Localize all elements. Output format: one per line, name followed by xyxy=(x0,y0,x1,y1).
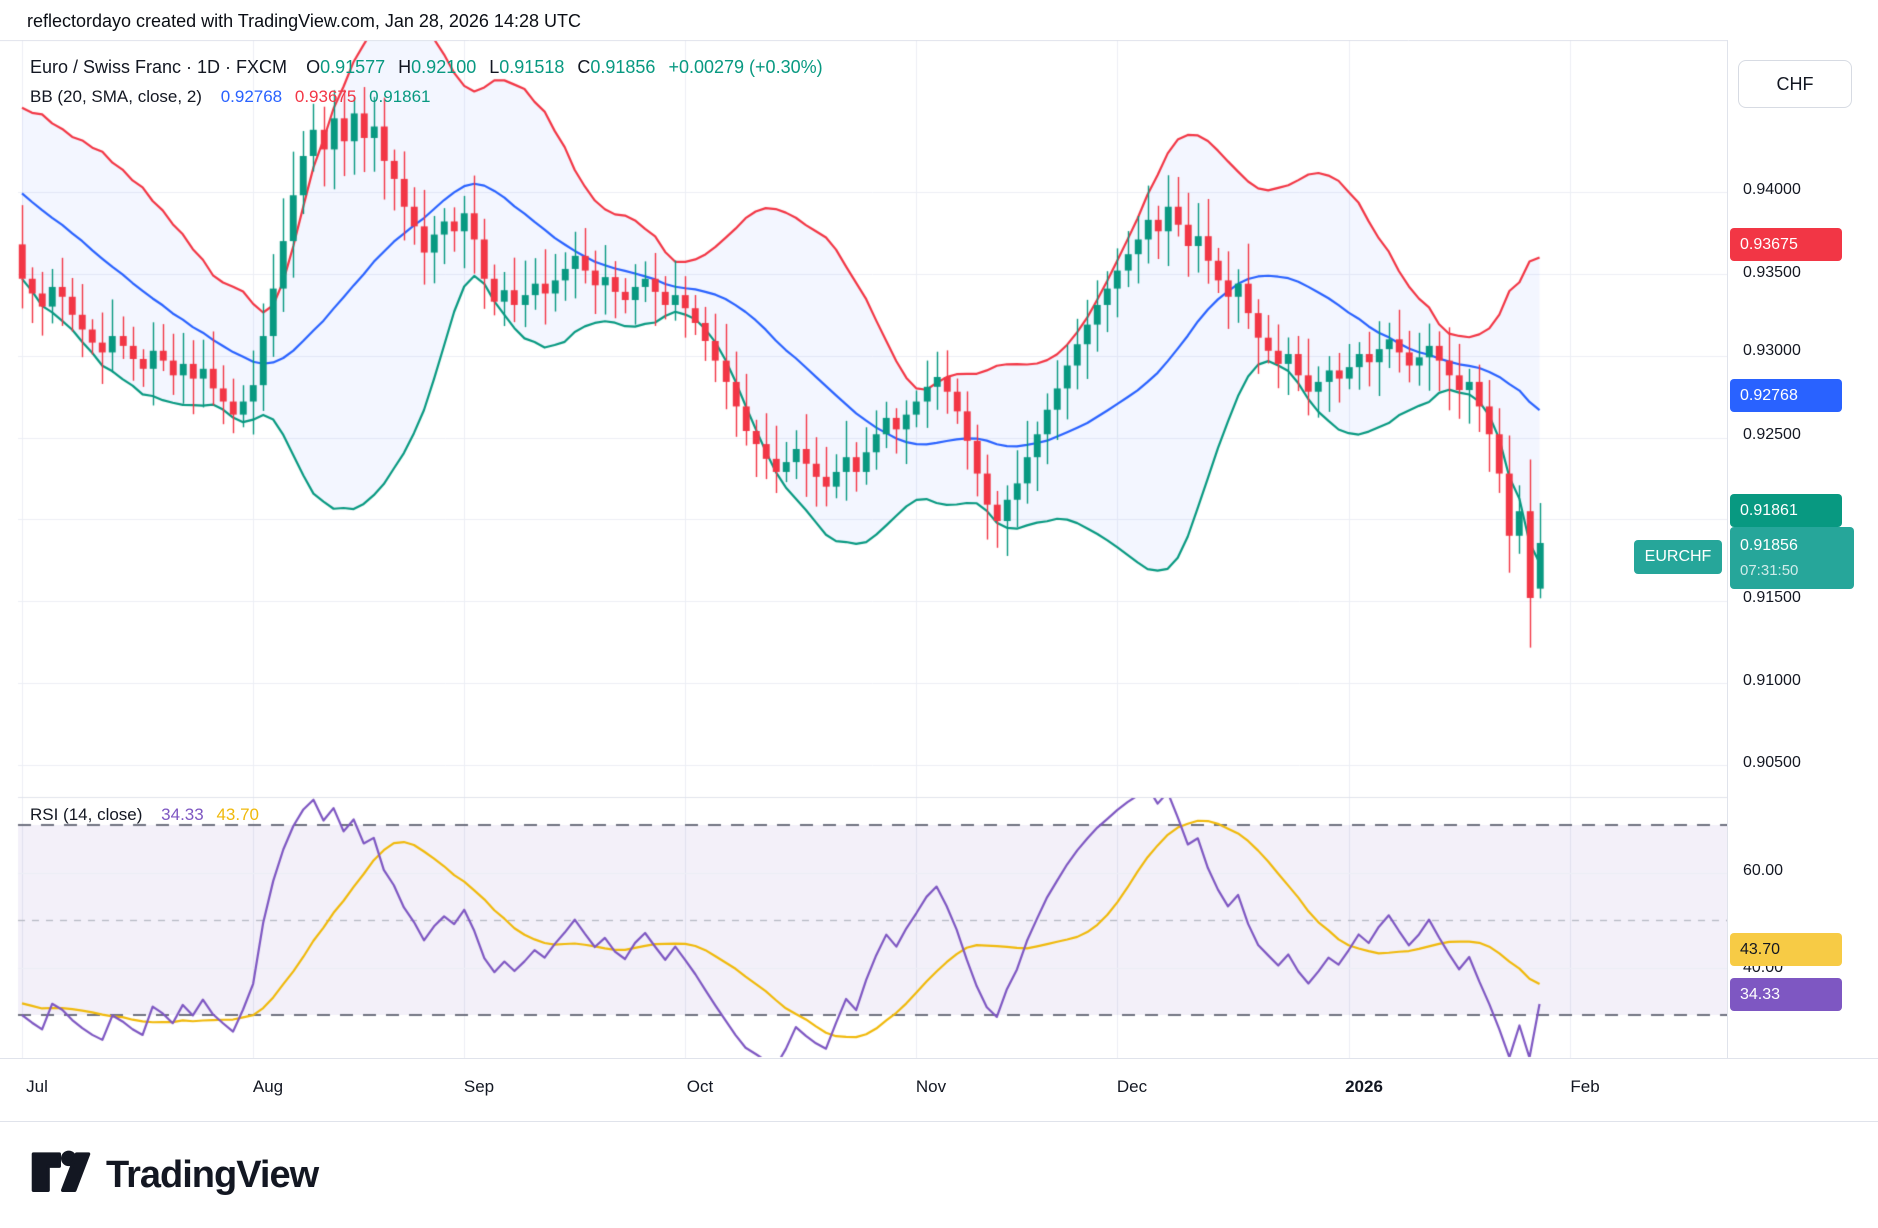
bb-label: BB (20, SMA, close, 2) xyxy=(30,87,202,106)
axis-tick-label: 60.00 xyxy=(1743,862,1784,879)
time-axis[interactable]: Jul Aug Sep Oct Nov Dec 2026 Feb xyxy=(0,1058,1878,1122)
rsi-axis-badge: 34.33 xyxy=(1730,978,1842,1011)
currency-toggle-button[interactable]: CHF xyxy=(1738,60,1852,108)
time-axis-label: Oct xyxy=(686,1077,714,1096)
header-credit: reflectordayo created with TradingView.c… xyxy=(27,11,581,31)
ohlc-close-label: C xyxy=(577,57,591,77)
rsi-label: RSI (14, close) xyxy=(30,805,143,824)
ohlc-change: +0.00279 (+0.30%) xyxy=(668,57,823,77)
time-axis-label: Sep xyxy=(463,1077,495,1096)
tradingview-logo[interactable]: TradingView xyxy=(30,1147,319,1204)
ohlc-open-value: 0.91577 xyxy=(320,57,386,77)
axis-tick-label: 0.94000 xyxy=(1743,181,1801,198)
time-axis-label: Feb xyxy=(1570,1077,1600,1096)
price-axis[interactable]: 0.94000 0.93500 0.93000 0.92500 0.91500 0.910… xyxy=(1727,40,1878,1120)
tradingview-logo-icon xyxy=(30,1147,92,1204)
bar-close-countdown: 07:31:50 xyxy=(1740,562,1799,579)
ohlc-low-value: 0.91518 xyxy=(499,57,565,77)
ticker-price-tag: EURCHF xyxy=(1634,540,1722,574)
time-axis-label: Nov xyxy=(915,1077,947,1096)
ohlc-low-label: L xyxy=(489,57,500,77)
axis-tick-label: 0.93500 xyxy=(1743,264,1801,281)
time-axis-label: 2026 xyxy=(1345,1077,1383,1096)
bb-upper-value: 0.93675 xyxy=(294,87,357,106)
bb-lower-axis-badge: 0.91861 xyxy=(1730,494,1842,527)
ohlc-high-label: H xyxy=(398,57,412,77)
tradingview-logo-text: TradingView xyxy=(106,1154,319,1196)
bb-basis-axis-badge: 0.92768 xyxy=(1730,379,1842,412)
currency-label: CHF xyxy=(1776,73,1814,94)
time-axis-label: Jul xyxy=(26,1077,48,1096)
last-price-axis-badge: 0.91856 07:31:50 xyxy=(1730,527,1854,589)
axis-tick-label: 0.93000 xyxy=(1743,342,1801,359)
axis-tick-label: 0.91000 xyxy=(1743,672,1801,689)
last-price-value: 0.91856 xyxy=(1740,537,1798,554)
symbol-legend[interactable]: Euro / Swiss Franc · 1D · FXCM O0.91577 … xyxy=(30,57,823,78)
time-axis-label: Dec xyxy=(1116,1077,1148,1096)
ohlc-close-value: 0.91856 xyxy=(590,57,656,77)
symbol-title: Euro / Swiss Franc · 1D · FXCM xyxy=(30,57,288,77)
bb-upper-axis-badge: 0.93675 xyxy=(1730,228,1842,261)
bb-lower-value: 0.91861 xyxy=(369,87,431,106)
axis-tick-label: 0.90500 xyxy=(1743,754,1801,771)
time-axis-label: Aug xyxy=(252,1077,284,1096)
axis-tick-label: 0.91500 xyxy=(1743,589,1801,606)
rsi-legend[interactable]: RSI (14, close) 34.33 43.70 xyxy=(30,805,259,825)
bb-basis-value: 0.92768 xyxy=(220,87,283,106)
bollinger-legend[interactable]: BB (20, SMA, close, 2) 0.92768 0.93675 0… xyxy=(30,87,431,107)
rsi-ma-value: 43.70 xyxy=(216,805,259,824)
ohlc-high-value: 0.92100 xyxy=(411,57,477,77)
rsi-ma-axis-badge: 43.70 xyxy=(1730,933,1842,966)
ohlc-open-label: O xyxy=(306,57,321,77)
rsi-value: 34.33 xyxy=(161,805,204,824)
axis-tick-label: 0.92500 xyxy=(1743,426,1801,443)
